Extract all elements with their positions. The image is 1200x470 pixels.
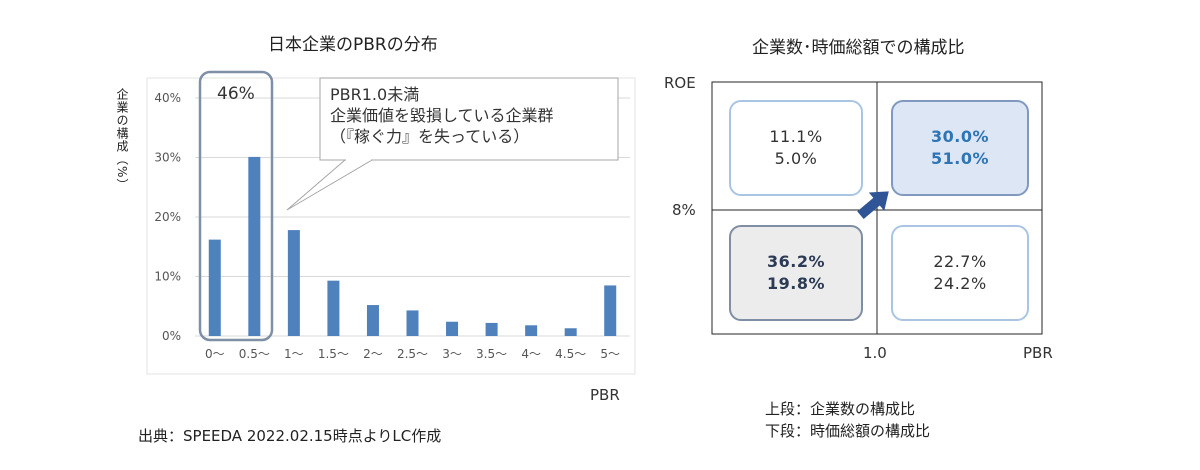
quadrant-top-right-companies: 30.0% (930, 127, 989, 146)
quadrant-bottom-right-companies: 22.7% (933, 252, 987, 271)
quadrant-bottom-right: 22.7% 24.2% (891, 225, 1029, 321)
x-tick-label: 2.5～ (397, 347, 428, 361)
callout-box (319, 77, 619, 161)
legend-notes: 上段：企業数の構成比 下段：時価総額の構成比 (765, 398, 930, 442)
note-upper: 上段：企業数の構成比 (765, 400, 916, 418)
left-chart-title: 日本企業のPBRの分布 (268, 35, 438, 55)
x-tick-label: 1.5～ (318, 347, 349, 361)
note-lower: 下段：時価総額の構成比 (765, 422, 931, 440)
bar-0 (208, 239, 221, 336)
y-tick-label: 30% (154, 151, 181, 165)
callout-line-2: 企業価値を毀損している企業群 (330, 106, 554, 125)
bar-4 (366, 305, 379, 336)
bar-3 (327, 280, 340, 336)
x-tick-labels: 0～ 0.5～ 1～ 1.5～ 2～ 2.5～ 3～ 3.5～ 4～ 4.5～ 5～ (205, 347, 620, 361)
x-tick-label: 3.5～ (476, 347, 507, 361)
x-tick-label: 2～ (363, 347, 383, 361)
quadrant-top-left-companies: 11.1% (769, 127, 823, 146)
roe-axis-label: ROE (664, 74, 696, 92)
quadrant-top-left: 11.1% 5.0% (729, 100, 863, 196)
x-tick-label: 4～ (521, 347, 541, 361)
x-tick-label: 1～ (284, 347, 304, 361)
quadrant-bottom-right-marketcap: 24.2% (933, 274, 987, 293)
roe-threshold-label: 8% (672, 201, 696, 219)
quadrant-bottom-left: 36.2% 19.8% (729, 225, 863, 321)
quadrant-bottom-left-companies: 36.2% (766, 252, 825, 271)
callout-line-3: （『稼ぐ力』を失っている） (330, 127, 530, 146)
y-tick-label: 10% (154, 270, 181, 284)
quadrant-top-right: 30.0% 51.0% (891, 100, 1029, 196)
highlight-box (198, 70, 274, 342)
x-tick-label: 5～ (600, 347, 620, 361)
quadrant-bottom-left-marketcap: 19.8% (766, 274, 825, 293)
highlight-percent: 46% (217, 84, 255, 104)
bar-1 (248, 156, 261, 336)
right-chart-title: 企業数･時価総額での構成比 (752, 38, 965, 58)
y-tick-label: 0% (162, 329, 181, 343)
source-note: 出典：SPEEDA 2022.02.15時点よりLC作成 (138, 427, 442, 445)
bar-6 (446, 321, 459, 336)
x-tick-label: 3～ (442, 347, 462, 361)
y-axis-label: 企業の構成（%） (115, 88, 129, 192)
bar-9 (564, 328, 577, 336)
x-axis-label: PBR (590, 386, 620, 404)
bars (208, 156, 617, 336)
arrow-icon (857, 191, 889, 220)
callout-text: PBR1.0未満 企業価値を毀損している企業群 （『稼ぐ力』を失っている） (330, 84, 554, 147)
x-tick-label: 0.5～ (239, 347, 270, 361)
y-tick-labels: 0% 10% 20% 30% 40% (154, 91, 181, 343)
pbr-threshold-label: 1.0 (863, 344, 887, 362)
bar-2 (287, 230, 300, 336)
x-tick-label: 4.5～ (555, 347, 586, 361)
y-tick-label: 40% (154, 91, 181, 105)
x-tick-label: 0～ (205, 347, 225, 361)
bar-10 (604, 285, 617, 336)
quadrant-top-right-marketcap: 51.0% (930, 149, 989, 168)
quadrant-top-left-marketcap: 5.0% (774, 149, 818, 168)
bar-8 (525, 325, 538, 336)
y-tick-label: 20% (154, 210, 181, 224)
pbr-axis-label: PBR (1023, 344, 1053, 362)
bar-7 (485, 322, 498, 336)
bar-5 (406, 310, 419, 336)
callout-line-1: PBR1.0未満 (330, 85, 420, 104)
